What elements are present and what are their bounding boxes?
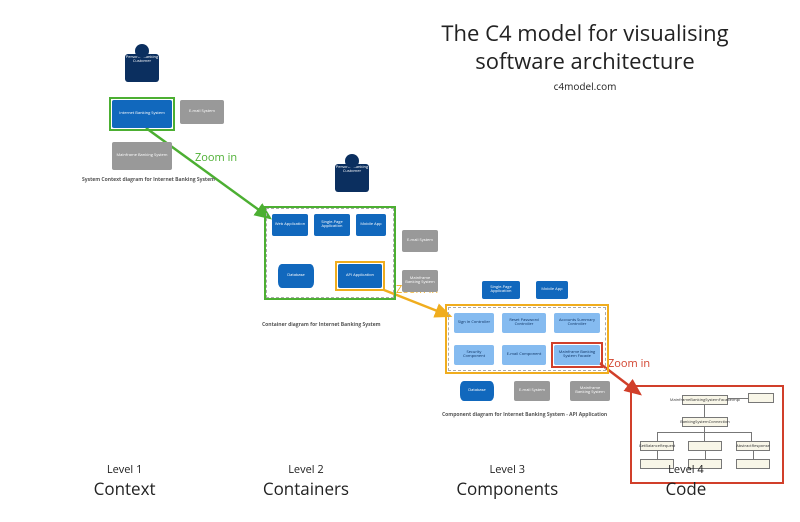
container-diagram: Personal Banking Customer Web Applicatio… [260,150,440,320]
container-caption: Container diagram for Internet Banking S… [262,322,381,328]
subtitle: c4model.com [400,79,770,93]
component-caption: Component diagram for Internet Banking S… [442,412,607,418]
spa-box-3: Single-Page Application [482,281,520,299]
uml-line [657,432,751,433]
ext-mainframe-2: Mainframe Banking System [402,270,438,292]
level-2-name: Containers [263,477,349,500]
uml-line [753,451,754,459]
context-caption: System Context diagram for Internet Bank… [82,177,215,183]
mobile-box-3: Mobile App [536,281,568,299]
uml-class-5 [688,441,722,451]
level-3: Level 3 Components [456,462,558,500]
level-4-name: Code [665,477,706,500]
ext-email-3: E-mail System [514,381,550,401]
person-label: Personal Banking Customer [125,54,159,65]
uml-class-1 [748,393,774,403]
person-icon-2: Personal Banking Customer [335,164,369,192]
uml-line [705,451,706,459]
uml-class-2: BankingSystemConnection [682,417,728,427]
ext-box-email: E-mail System [180,100,224,124]
person-label-2: Personal Banking Customer [335,164,369,175]
uml-line [704,405,705,417]
level-labels: Level 1 Context Level 2 Containers Level… [0,462,800,500]
level-1: Level 1 Context [94,462,156,500]
level-3-num: Level 3 [456,462,558,477]
zoom-label-1: Zoom in [195,150,237,165]
db-box-3: Database [460,381,494,401]
context-diagram: Personal Banking Customer Internet Banki… [80,40,200,215]
uml-line [657,432,658,441]
container-inner-highlight [335,261,385,291]
title-line2: software architecture [475,46,695,76]
ext-mainframe-3: Mainframe Banking System [570,381,610,401]
level-2-num: Level 2 [263,462,349,477]
context-highlight [109,97,175,131]
uml-line [657,451,658,459]
uml-line [751,432,752,441]
uml-line [704,427,705,441]
level-2: Level 2 Containers [263,462,349,500]
diagram-title: The C4 model for visualising software ar… [400,20,770,93]
title-text: The C4 model for visualising software ar… [400,20,770,75]
uml-line [728,398,748,399]
component-inner-highlight [551,342,603,368]
level-3-name: Components [456,477,558,500]
ext-email-2: E-mail System [402,230,438,252]
level-4-num: Level 4 [665,462,706,477]
uml-class-0: MainframeBankingSystemFacadeImpl [682,395,728,405]
level-1-name: Context [94,477,156,500]
title-line1: The C4 model for visualising [441,18,728,48]
level-4: Level 4 Code [665,462,706,500]
uml-class-7: AbstractResponse [736,441,770,451]
uml-class-3: GetBalanceRequest [640,441,674,451]
component-diagram: Single-Page Application Mobile App Sign … [440,275,630,410]
person-icon: Personal Banking Customer [125,54,159,82]
level-1-num: Level 1 [94,462,156,477]
ext-box-mainframe: Mainframe Banking System [112,142,172,170]
